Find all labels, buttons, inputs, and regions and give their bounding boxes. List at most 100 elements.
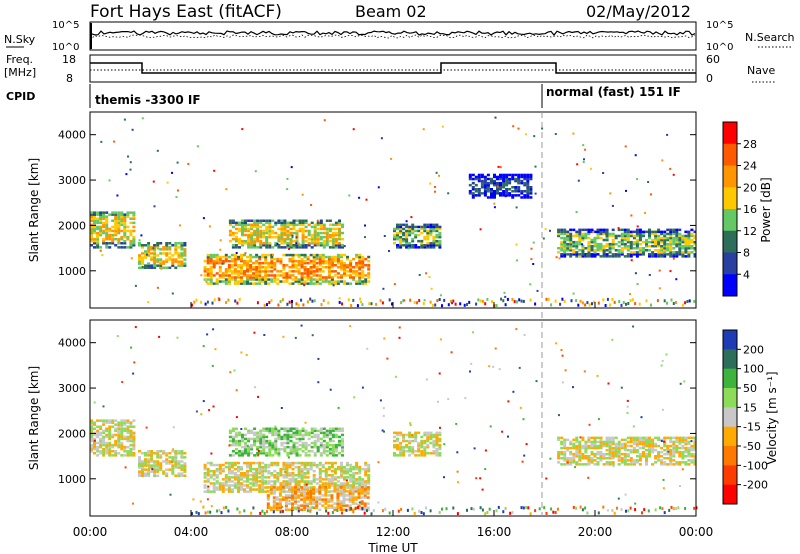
heatmap-cell-1-5 <box>560 457 564 460</box>
heatmap-cell-0-2 <box>276 274 280 277</box>
heatmap-cell-1-5 <box>611 438 615 442</box>
heatmap-cell-0-2 <box>273 274 277 277</box>
heatmap-cell-0-sparse <box>658 269 661 272</box>
heatmap-cell-0-2 <box>258 274 262 277</box>
heatmap-cell-0-3 <box>334 223 338 227</box>
heatmap-cell-1-5 <box>657 459 661 462</box>
heatmap-cell-0-5 <box>687 242 691 246</box>
heatmap-cell-0-5 <box>635 242 639 246</box>
heatmap-cell-0-6 <box>468 190 472 193</box>
heatmap-cell-1-5 <box>566 457 570 460</box>
heatmap-cell-0-0 <box>132 217 136 220</box>
heatmap-cell-1-1 <box>150 454 154 457</box>
heatmap-cell-0-1 <box>183 262 187 265</box>
heatmap-cell-0-3 <box>256 229 260 233</box>
heatmap-cell-0-2 <box>355 261 359 265</box>
heatmap-cell-0-sparse <box>295 242 298 245</box>
heatmap-cell-1-3 <box>265 445 269 449</box>
heatmap-cell-0-1 <box>144 254 147 257</box>
heatmap-cell-1-sparse <box>358 501 361 504</box>
heatmap-cell-1-5 <box>560 452 564 456</box>
heatmap-cell-1-6 <box>342 496 346 499</box>
heatmap-cell-0-5 <box>642 249 645 252</box>
heatmap-cell-1-3 <box>274 445 278 449</box>
heatmap-cell-1-5 <box>629 450 633 454</box>
heatmap-cell-0-4 <box>402 227 406 231</box>
heatmap-cell-0-5 <box>635 240 639 244</box>
cpid-mode-normal: normal (fast) 151 IF <box>546 85 681 99</box>
heatmap-cell-1-4 <box>396 437 399 441</box>
heatmap-cell-1-3 <box>268 450 272 453</box>
heatmap-cell-0-5 <box>623 232 627 236</box>
heatmap-cell-0-5 <box>560 255 564 258</box>
heatmap-cell-0-0 <box>105 225 109 229</box>
heatmap-cell-0-clutter <box>534 302 537 306</box>
heatmap-cell-1-0 <box>123 427 127 430</box>
heatmap-cell-1-2 <box>276 472 280 475</box>
heatmap-cell-1-5 <box>629 448 633 452</box>
heatmap-cell-0-3 <box>304 244 308 247</box>
heatmap-cell-0-3 <box>322 246 326 249</box>
heatmap-cell-0-5 <box>648 232 651 236</box>
heatmap-cell-1-3 <box>234 443 238 447</box>
heatmap-cell-0-2 <box>358 272 362 275</box>
heatmap-cell-0-5 <box>672 230 676 234</box>
heatmap-cell-0-sparse <box>113 140 116 143</box>
heatmap-cell-1-1 <box>138 456 141 459</box>
heatmap-cell-0-2 <box>312 270 316 273</box>
heatmap-cell-0-5 <box>638 236 642 240</box>
heatmap-cell-0-6 <box>511 196 515 199</box>
heatmap-cell-1-5 <box>669 448 673 452</box>
heatmap-cell-1-5 <box>693 438 697 442</box>
heatmap-cell-0-6 <box>486 186 490 189</box>
heatmap-cell-1-5 <box>684 463 688 466</box>
heatmap-cell-1-5 <box>608 457 612 460</box>
heatmap-cell-1-6 <box>291 494 294 497</box>
heatmap-cell-1-5 <box>629 436 633 440</box>
heatmap-cell-1-6 <box>266 494 270 497</box>
heatmap-cell-0-2 <box>246 259 249 263</box>
heatmap-cell-0-5 <box>587 244 591 248</box>
heatmap-cell-1-3 <box>334 450 338 453</box>
heatmap-cell-1-0 <box>126 425 130 428</box>
heatmap-cell-0-5 <box>684 251 688 254</box>
heatmap-cell-0-0 <box>105 217 109 220</box>
heatmap-cell-0-clutter <box>388 298 391 302</box>
heatmap-cell-1-sparse <box>501 430 504 433</box>
heatmap-cell-1-1 <box>180 464 184 467</box>
heatmap-cell-1-0 <box>96 433 100 437</box>
heatmap-cell-1-2 <box>258 463 262 467</box>
heatmap-cell-0-4 <box>414 235 418 239</box>
heatmap-cell-0-2 <box>276 278 280 281</box>
heatmap-cell-0-5 <box>635 234 639 238</box>
heatmap-cell-1-5 <box>638 463 642 466</box>
heatmap-cell-1-2 <box>324 482 328 485</box>
heatmap-cell-0-3 <box>338 219 341 222</box>
heatmap-cell-1-1 <box>162 470 166 473</box>
heatmap-cell-0-5 <box>575 234 579 238</box>
heatmap-cell-1-5 <box>635 444 639 448</box>
heatmap-cell-1-0 <box>120 421 124 424</box>
heatmap-cell-1-6 <box>315 506 319 509</box>
heatmap-cell-0-5 <box>666 232 670 236</box>
heatmap-cell-1-clutter <box>625 509 627 513</box>
heatmap-cell-0-5 <box>626 247 630 250</box>
heatmap-cell-0-5 <box>620 247 624 250</box>
heatmap-cell-1-5 <box>611 452 615 456</box>
heatmap-cell-0-1 <box>168 256 172 259</box>
heatmap-cell-1-3 <box>241 445 244 449</box>
heatmap-cell-1-5 <box>608 463 612 466</box>
heatmap-cell-0-2 <box>361 255 365 259</box>
heatmap-cell-1-4 <box>402 445 406 449</box>
heatmap-cell-0-2 <box>243 253 246 257</box>
heatmap-cell-1-1 <box>171 468 175 471</box>
heatmap-cell-1-sparse <box>257 395 259 398</box>
heatmap-cell-1-6 <box>306 486 310 489</box>
heatmap-cell-0-2 <box>264 266 268 269</box>
heatmap-cell-1-5 <box>614 442 618 446</box>
heatmap-cell-0-1 <box>171 264 175 267</box>
heatmap-cell-1-3 <box>310 445 314 449</box>
heatmap-cell-1-6 <box>336 496 340 499</box>
heatmap-cell-1-clutter <box>668 508 671 512</box>
y-tick-label: 3000 <box>58 174 86 187</box>
